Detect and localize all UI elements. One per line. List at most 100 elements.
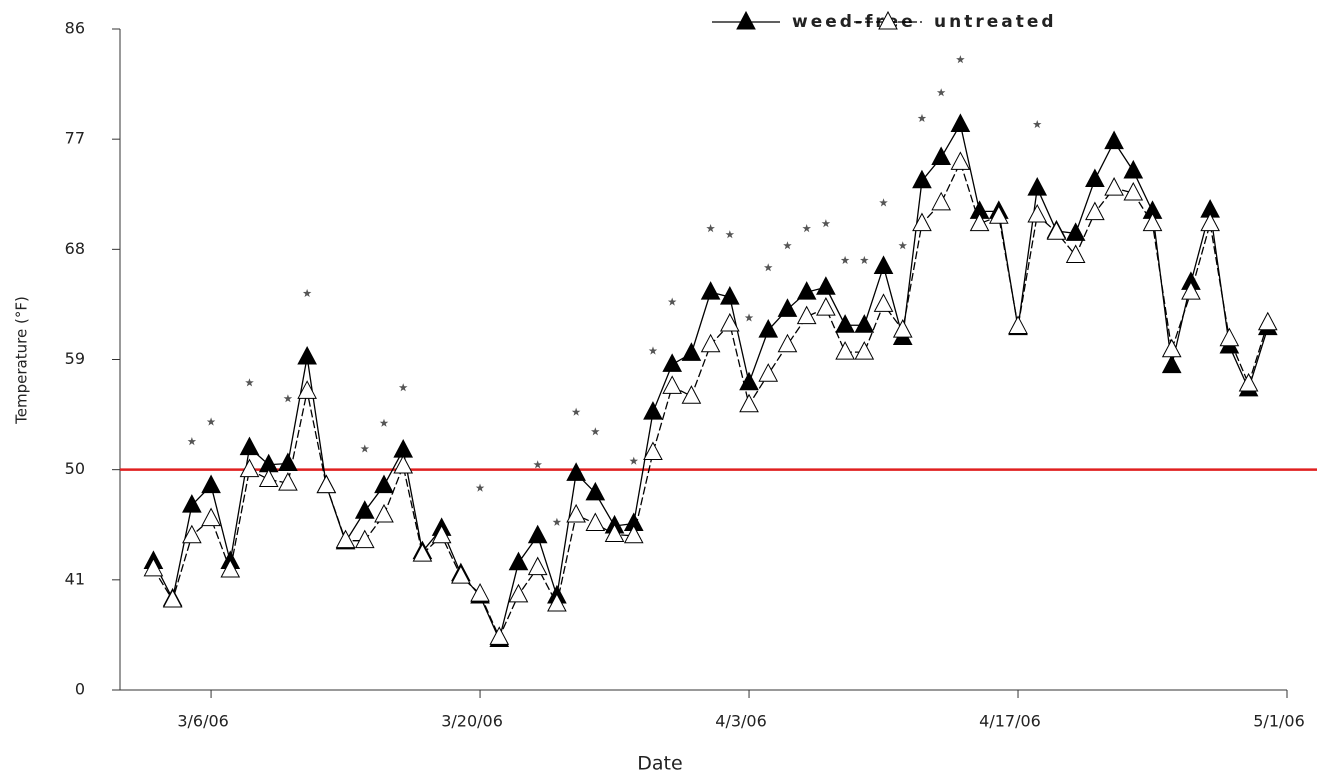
triangle-marker [969,212,990,232]
triangle-marker [239,436,260,456]
triangle-marker [1257,311,1278,331]
triangle-marker [162,588,183,608]
legend-marker [736,10,756,30]
triangle-marker [374,503,394,523]
triangle-marker [585,512,606,532]
triangle-marker [1065,244,1086,263]
series [187,55,1042,526]
triangle-marker [278,452,298,472]
triangle-marker [623,524,644,544]
triangle-marker [758,363,779,382]
triangle-marker [489,626,510,645]
triangle-marker [873,255,894,274]
triangle-marker [662,375,683,394]
star-marker [860,255,869,264]
triangle-marker [1065,222,1086,241]
y-tick-label: 77 [65,129,85,148]
star-marker [802,224,811,233]
triangle-marker [816,297,836,316]
y-tick-label: 50 [65,459,85,478]
triangle-marker [1123,159,1144,179]
star-marker [879,198,888,207]
x-tick-label: 4/17/06 [979,712,1041,731]
triangle-marker [297,380,317,399]
triangle-marker [931,191,951,211]
y-tick-label: 68 [65,239,85,258]
y-tick-label: 86 [65,19,85,38]
star-marker [764,263,773,272]
triangle-marker [182,524,202,544]
triangle-marker [835,314,855,333]
triangle-marker [719,312,740,332]
star-marker [398,383,408,392]
triangle-marker [1219,327,1240,347]
triangle-marker [220,558,241,578]
triangle-marker [1200,212,1220,232]
triangle-marker [354,529,375,549]
triangle-marker [1238,372,1259,392]
star-marker [206,417,216,426]
star-marker [360,444,370,453]
star-marker [552,517,562,526]
triangle-marker [1046,221,1067,240]
star-marker [629,456,638,465]
x-axis-label: Date [637,753,682,775]
triangle-marker [508,583,529,603]
triangle-marker [239,458,260,478]
y-tick-label: 41 [65,569,85,588]
triangle-marker [451,565,471,584]
triangle-marker [816,276,836,295]
triangle-marker [854,341,875,360]
star-marker [725,230,735,239]
triangle-marker [1161,354,1182,374]
triangle-marker [700,281,721,300]
star-marker [667,297,677,306]
triangle-marker [758,319,779,338]
star-marker [744,313,754,322]
triangle-marker [777,333,798,353]
triangle-marker [1142,212,1163,232]
x-tick-label: 5/1/06 [1253,712,1305,731]
series [143,151,1278,645]
x-tick-label: 4/3/06 [715,712,767,731]
triangle-marker [566,462,586,481]
y-axis-label: Temperature (°F) [13,296,31,425]
triangle-marker [1161,338,1182,358]
triangle-marker [201,474,221,494]
triangle-marker [527,524,548,544]
triangle-marker [950,151,971,170]
x-tick-label: 3/6/06 [177,712,229,731]
triangle-marker [739,393,759,413]
triangle-marker [681,342,702,361]
series-line [152,122,1269,642]
triangle-marker [1181,281,1201,300]
x-tick-label: 3/20/06 [441,712,503,731]
triangle-marker [182,494,202,513]
star-marker [379,418,389,427]
y-tick-label: 0 [75,680,85,699]
series-line [152,160,1269,639]
triangle-marker [1123,181,1144,201]
triangle-marker [566,503,586,523]
triangle-marker [393,439,414,458]
triangle-marker [316,474,337,494]
triangle-marker [412,543,433,562]
triangle-marker [1104,130,1124,150]
triangle-marker [912,169,932,189]
star-marker [283,394,293,403]
triangle-marker [681,385,702,404]
star-marker [571,407,581,416]
triangle-marker [470,583,490,602]
legend-label: untreated [934,12,1057,32]
triangle-marker [873,293,894,312]
triangle-marker [508,551,529,571]
triangle-marker [796,305,817,325]
triangle-marker [354,500,375,519]
triangle-marker [1027,177,1048,196]
triangle-marker [143,557,164,577]
star-marker [475,483,485,492]
star-marker [821,219,831,228]
triangle-marker [950,113,971,132]
triangle-marker [604,523,625,543]
